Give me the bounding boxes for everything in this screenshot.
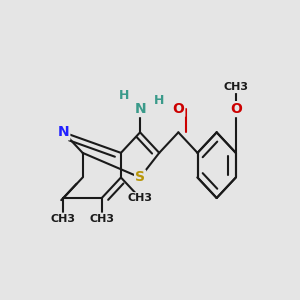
Text: CH3: CH3 — [51, 214, 76, 224]
Text: CH3: CH3 — [89, 214, 114, 224]
Text: N: N — [58, 125, 69, 140]
Text: N: N — [134, 102, 146, 116]
Text: CH3: CH3 — [128, 193, 153, 203]
Text: H: H — [154, 94, 164, 107]
Text: H: H — [118, 89, 129, 102]
Text: O: O — [172, 102, 184, 116]
Text: S: S — [135, 170, 145, 184]
Text: CH3: CH3 — [223, 82, 248, 92]
Text: O: O — [230, 102, 242, 116]
